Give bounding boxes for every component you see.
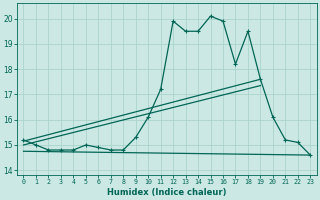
X-axis label: Humidex (Indice chaleur): Humidex (Indice chaleur) xyxy=(107,188,227,197)
